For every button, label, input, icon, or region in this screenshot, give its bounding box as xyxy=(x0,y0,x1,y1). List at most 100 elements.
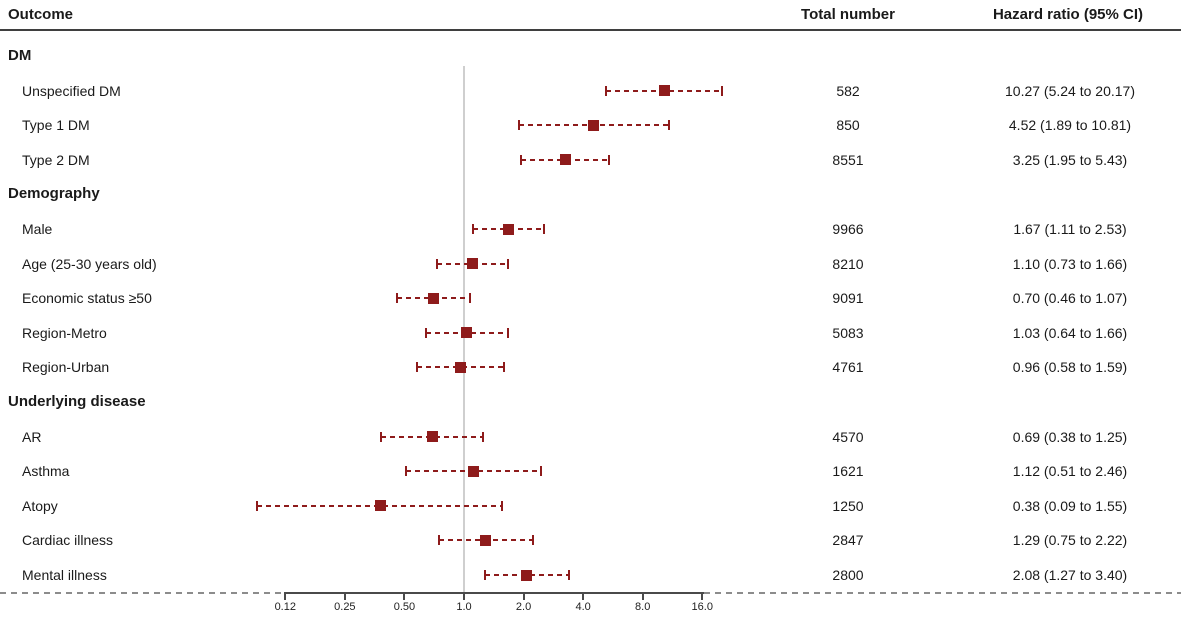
hr-point-marker xyxy=(426,431,438,443)
row-label: AR xyxy=(22,428,42,445)
row-label: Atopy xyxy=(22,497,58,514)
hr-point-marker xyxy=(480,534,492,546)
axis-tick-label: 0.50 xyxy=(393,601,416,613)
ci-cap-left xyxy=(396,293,399,304)
axis-tick xyxy=(343,592,346,600)
total-number-value: 4570 xyxy=(832,428,864,445)
axis-tick xyxy=(522,592,525,600)
axis-tick-label: 8.0 xyxy=(635,601,651,613)
header-divider xyxy=(0,29,1181,31)
hazard-ratio-value: 3.25 (1.95 to 5.43) xyxy=(1012,151,1128,168)
hazard-ratio-value: 10.27 (5.24 to 20.17) xyxy=(1005,82,1135,99)
group-label: Demography xyxy=(8,185,100,203)
ci-cap-right xyxy=(540,466,543,477)
column-header-total-number: Total number xyxy=(801,6,895,23)
hazard-ratio-value: 1.10 (0.73 to 1.66) xyxy=(1012,255,1128,272)
ci-cap-left xyxy=(517,120,520,131)
total-number-value: 8210 xyxy=(832,255,864,272)
hr-point-marker xyxy=(375,500,387,512)
axis-tick-label: 4.0 xyxy=(575,601,591,613)
group-label: DM xyxy=(8,47,32,64)
row-label: Age (25-30 years old) xyxy=(22,255,157,272)
axis-tick xyxy=(701,592,704,600)
total-number-value: 2847 xyxy=(832,532,864,549)
hr-point-marker xyxy=(461,327,473,339)
axis-line xyxy=(285,592,705,594)
row-label: Unspecified DM xyxy=(22,82,121,99)
hazard-ratio-value: 4.52 (1.89 to 10.81) xyxy=(1008,117,1132,134)
axis-tick xyxy=(582,592,585,600)
total-number-value: 582 xyxy=(836,82,860,99)
row-label: Type 2 DM xyxy=(22,151,90,168)
total-number-value: 1621 xyxy=(832,463,864,480)
hazard-ratio-value: 1.03 (0.64 to 1.66) xyxy=(1012,324,1128,341)
row-label: Cardiac illness xyxy=(22,532,114,549)
axis-tick xyxy=(641,592,644,600)
hazard-ratio-value: 0.96 (0.58 to 1.59) xyxy=(1012,359,1128,376)
hr-point-marker xyxy=(466,258,478,270)
ci-cap-left xyxy=(435,258,438,269)
hazard-ratio-value: 0.69 (0.38 to 1.25) xyxy=(1012,428,1128,445)
total-number-value: 8551 xyxy=(832,151,864,168)
ci-cap-right xyxy=(531,535,534,546)
total-number-value: 5083 xyxy=(832,324,864,341)
axis-tick-label: 0.12 xyxy=(274,601,296,613)
ci-cap-left xyxy=(379,431,382,442)
hr-point-marker xyxy=(559,154,571,166)
hr-point-marker xyxy=(427,292,439,304)
hr-point-marker xyxy=(468,465,480,477)
total-number-value: 2800 xyxy=(832,567,864,583)
hr-point-marker xyxy=(454,361,466,373)
row-label: Asthma xyxy=(22,463,70,480)
ci-cap-right xyxy=(482,431,485,442)
hazard-ratio-value: 1.29 (0.75 to 2.22) xyxy=(1012,532,1128,549)
ci-cap-left xyxy=(471,224,474,234)
ci-cap-right xyxy=(506,258,509,269)
row-label: Economic status ≥50 xyxy=(22,290,152,307)
ci-cap-left xyxy=(256,500,259,511)
column-header-outcome: Outcome xyxy=(8,6,74,23)
row-label: Mental illness xyxy=(22,567,107,583)
row-label: Type 1 DM xyxy=(22,117,90,134)
hr-point-marker xyxy=(502,223,514,235)
ci-cap-right xyxy=(506,327,509,338)
row-label: Male xyxy=(22,221,53,237)
total-number-value: 9966 xyxy=(832,221,864,237)
ci-cap-right xyxy=(667,120,670,131)
ci-cap-left xyxy=(438,535,441,546)
ci-cap-left xyxy=(424,327,427,338)
hazard-ratio-value: 1.67 (1.11 to 2.53) xyxy=(1013,221,1127,237)
hazard-ratio-value: 0.70 (0.46 to 1.07) xyxy=(1012,290,1128,307)
total-number-value: 1250 xyxy=(832,497,864,514)
axis-tick xyxy=(284,592,287,600)
total-number-value: 850 xyxy=(836,117,860,134)
axis-tick xyxy=(403,592,406,600)
axis-tick xyxy=(463,592,465,600)
column-header-hazard-ratio: Hazard ratio (95% CI) xyxy=(992,6,1144,23)
ci-cap-left xyxy=(520,154,523,165)
hr-point-marker xyxy=(658,85,670,97)
ci-cap-left xyxy=(605,85,608,96)
ci-cap-right xyxy=(608,154,611,165)
hazard-ratio-value: 0.38 (0.09 to 1.55) xyxy=(1012,497,1128,514)
ci-cap-right xyxy=(568,570,571,580)
row-label: Region-Urban xyxy=(22,359,110,376)
ci-cap-right xyxy=(500,500,503,511)
axis-tick-label: 0.25 xyxy=(334,601,356,613)
ci-cap-right xyxy=(542,224,545,234)
ci-cap-left xyxy=(405,466,408,477)
total-number-value: 9091 xyxy=(832,290,864,307)
ci-cap-left xyxy=(416,362,419,373)
ci-cap-right xyxy=(468,293,471,304)
total-number-value: 4761 xyxy=(832,359,864,376)
hr-point-marker xyxy=(588,119,600,131)
hazard-ratio-value: 1.12 (0.51 to 2.46) xyxy=(1012,463,1128,480)
axis-tick-label: 1.0 xyxy=(456,601,472,613)
ci-cap-right xyxy=(721,85,724,96)
hr-point-marker xyxy=(521,569,533,581)
axis-tick-label: 2.0 xyxy=(515,601,532,613)
group-label: Underlying disease xyxy=(8,393,146,410)
hazard-ratio-value: 2.08 (1.27 to 3.40) xyxy=(1012,567,1128,583)
row-label: Region-Metro xyxy=(22,324,107,341)
